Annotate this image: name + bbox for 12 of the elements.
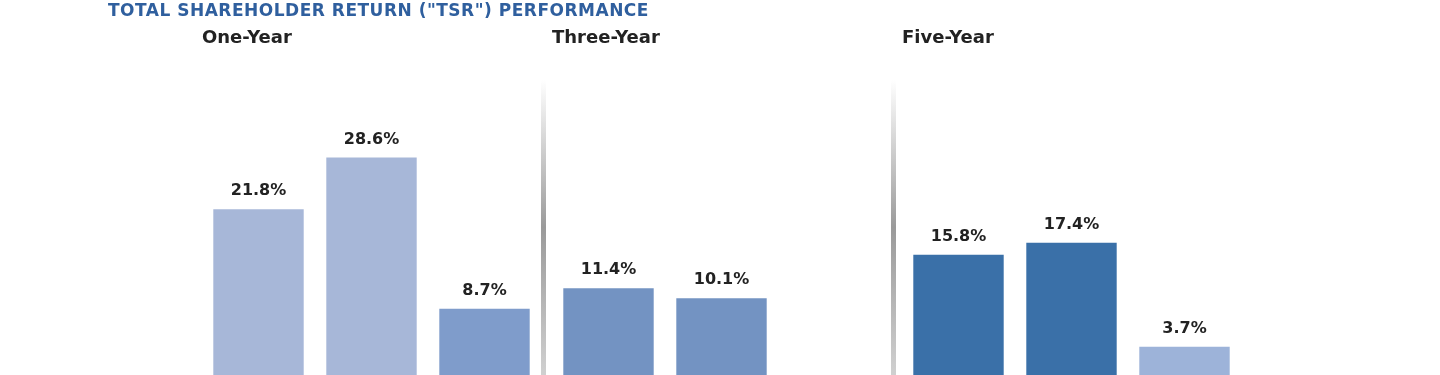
data-label: 3.7%: [1162, 318, 1207, 338]
data-label: 17.4%: [1043, 213, 1100, 233]
text: TOTAL SHAREHOLDER RETURN ("TSR") PERFORMANCE: [108, 0, 649, 20]
data-label: 10.1%: [693, 269, 750, 289]
data-label: 11.4%: [580, 259, 637, 279]
chart-title: Three-Year: [552, 26, 660, 48]
data-label: 28.6%: [343, 128, 400, 148]
data-label: 8.7%: [462, 279, 507, 299]
chart-title: One-Year: [202, 26, 292, 48]
data-label: 21.8%: [230, 180, 287, 200]
chart-title: Five-Year: [902, 26, 994, 48]
data-label: 15.8%: [930, 225, 987, 245]
